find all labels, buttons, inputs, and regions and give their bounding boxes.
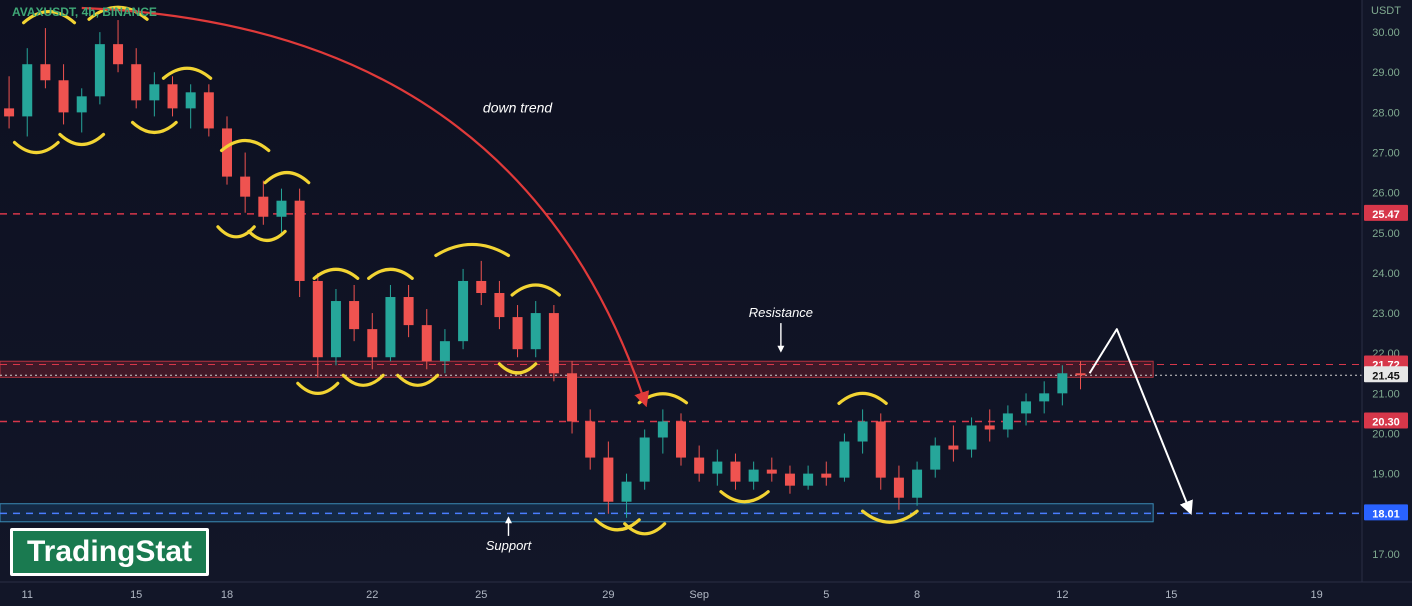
svg-text:down trend: down trend xyxy=(483,99,553,115)
svg-text:23.00: 23.00 xyxy=(1372,308,1400,320)
svg-text:25.47: 25.47 xyxy=(1372,209,1400,221)
svg-text:AVAXUSDT, 4h, BINANCE: AVAXUSDT, 4h, BINANCE xyxy=(12,5,157,19)
svg-text:26.00: 26.00 xyxy=(1372,188,1400,200)
svg-text:20.00: 20.00 xyxy=(1372,428,1400,440)
svg-text:20.30: 20.30 xyxy=(1372,416,1400,428)
svg-text:25: 25 xyxy=(475,589,487,601)
svg-text:15: 15 xyxy=(130,589,142,601)
svg-text:24.00: 24.00 xyxy=(1372,268,1400,280)
svg-text:18.01: 18.01 xyxy=(1372,508,1400,520)
svg-text:USDT: USDT xyxy=(1371,5,1401,17)
svg-text:19.00: 19.00 xyxy=(1372,469,1400,481)
svg-text:15: 15 xyxy=(1165,589,1177,601)
svg-text:27.00: 27.00 xyxy=(1372,148,1400,160)
chart-svg: down trend Resistance Support USDT 17.00 18.0… xyxy=(0,0,1412,606)
price-chart[interactable]: down trend Resistance Support USDT 17.00 18.0… xyxy=(0,0,1412,606)
svg-text:17.00: 17.00 xyxy=(1372,549,1400,561)
svg-text:21.00: 21.00 xyxy=(1372,388,1400,400)
svg-text:28.00: 28.00 xyxy=(1372,107,1400,119)
svg-text:Support: Support xyxy=(486,538,533,553)
svg-text:21.45: 21.45 xyxy=(1372,370,1400,382)
svg-text:22: 22 xyxy=(366,589,378,601)
watermark-logo: TradingStat xyxy=(10,528,209,576)
svg-text:25.00: 25.00 xyxy=(1372,228,1400,240)
svg-text:Sep: Sep xyxy=(689,589,709,601)
svg-text:Resistance: Resistance xyxy=(749,305,813,320)
svg-text:30.00: 30.00 xyxy=(1372,27,1400,39)
svg-text:29.00: 29.00 xyxy=(1372,67,1400,79)
svg-text:11: 11 xyxy=(22,589,33,601)
svg-text:12: 12 xyxy=(1056,589,1068,601)
svg-text:19: 19 xyxy=(1310,589,1322,601)
svg-text:18: 18 xyxy=(221,589,233,601)
svg-text:8: 8 xyxy=(914,589,920,601)
svg-text:29: 29 xyxy=(602,589,614,601)
svg-text:5: 5 xyxy=(823,589,829,601)
